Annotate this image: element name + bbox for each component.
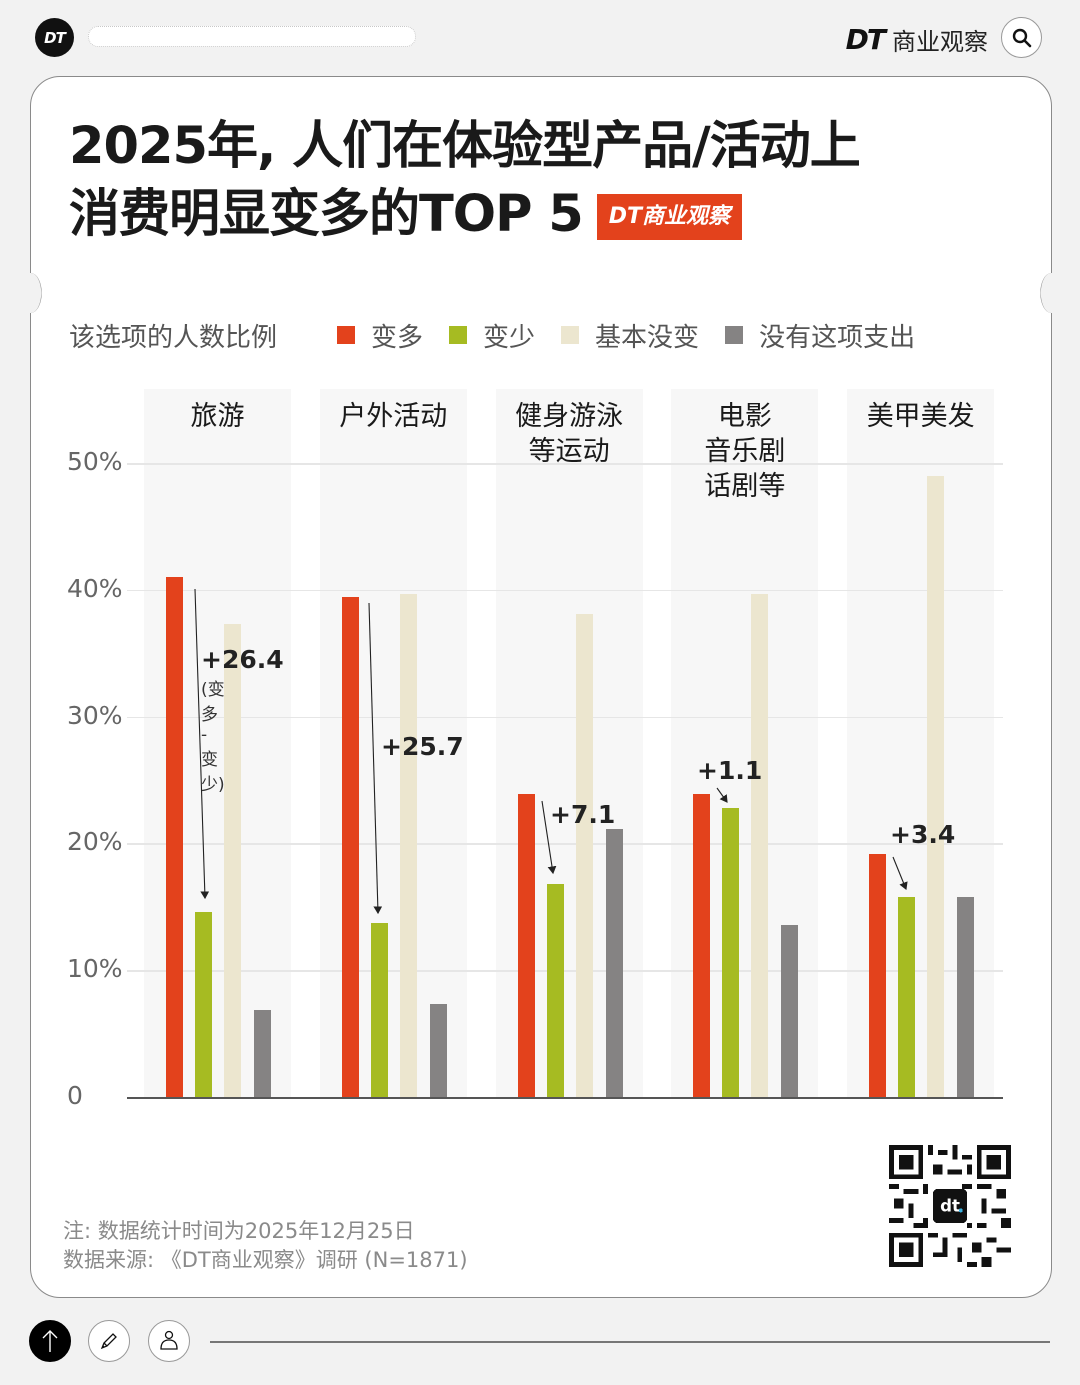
bar-less <box>195 911 212 1097</box>
category-label-line: 美甲美发 <box>866 401 975 432</box>
category-label-line: 户外活动 <box>339 401 448 432</box>
category-label-line: 健身游泳 <box>515 401 624 432</box>
gridline <box>127 716 1003 719</box>
pencil-icon <box>100 1333 117 1350</box>
bar-less <box>898 896 916 1097</box>
toolbar-divider <box>210 1341 1050 1343</box>
bottom-toolbar <box>0 1310 1080 1385</box>
category-label-line: 电影 <box>717 401 772 432</box>
bar-more <box>166 577 183 1097</box>
title-line-2-text: 消费明显变多的TOP 5 <box>69 185 584 244</box>
back-to-top-button[interactable] <box>29 1320 71 1362</box>
bar-more <box>517 793 535 1097</box>
x-axis-line <box>127 1097 1003 1099</box>
note-text: 注: 数据统计时间为2025年12月25日 <box>63 1219 415 1243</box>
profile-button[interactable] <box>148 1320 190 1362</box>
y-axis-tick: 40% <box>67 573 123 603</box>
card-notch-left <box>28 273 42 313</box>
legend-title: 该选项的人数比例 <box>69 322 278 353</box>
chart-card: 2025年, 人们在体验型产品/活动上 消费明显变多的TOP 5 DT商业观察 该… <box>28 76 1054 1298</box>
gridline <box>127 463 1003 465</box>
footnote: 注: 数据统计时间为2025年12月25日 数据来源: 《DT商业观察》调研 (… <box>63 1217 468 1275</box>
bar-none <box>254 1009 271 1097</box>
gridline <box>127 843 1003 845</box>
title-line-2: 消费明显变多的TOP 5 DT商业观察 <box>69 181 860 249</box>
bar-same <box>224 624 241 1097</box>
brand-name: 商业观察 <box>892 27 988 56</box>
top-bar: DT DT 商业观察 <box>0 0 1080 76</box>
qr-code-icon[interactable]: dt <box>889 1145 1011 1267</box>
category-label: 旅游 <box>130 399 305 434</box>
legend-label: 没有这项支出 <box>759 322 916 353</box>
dt-logo[interactable]: DT <box>35 18 74 57</box>
delta-annotation: +26.4 <box>201 645 284 674</box>
bar-none <box>957 896 975 1097</box>
edit-button[interactable] <box>88 1320 130 1362</box>
brand-dt: DT <box>845 22 886 56</box>
delta-annotation-subtitle: (变多 - 变少) <box>201 680 225 795</box>
bar-none <box>605 829 623 1097</box>
bar-less <box>722 807 740 1097</box>
bar-same <box>751 593 769 1097</box>
legend-item-same: 基本没变 <box>561 317 699 354</box>
svg-text:dt: dt <box>940 1196 960 1215</box>
bar-less <box>370 923 388 1097</box>
gridline <box>127 970 1003 972</box>
brand-wordmark: DT 商业观察 <box>846 22 988 56</box>
category-label-line: 音乐剧 <box>704 436 786 467</box>
brand-badge: DT商业观察 <box>596 194 743 240</box>
y-axis-tick: 20% <box>67 827 123 857</box>
bar-more <box>693 793 711 1097</box>
category-label: 户外活动 <box>306 399 481 434</box>
delta-annotation: +1.1 <box>697 756 763 785</box>
delta-annotation: +25.7 <box>381 732 464 761</box>
bar-more <box>869 853 887 1097</box>
legend-item-none: 没有这项支出 <box>725 317 915 354</box>
y-axis-tick: 50% <box>67 447 123 476</box>
y-axis-tick: 30% <box>67 700 123 730</box>
gridline <box>127 589 1003 592</box>
legend-swatch-none <box>725 326 744 344</box>
bar-same <box>399 593 417 1097</box>
delta-annotation: +3.4 <box>890 820 956 849</box>
y-axis-tick: 0 <box>67 1081 83 1110</box>
legend-item-more: 变多 <box>337 317 423 354</box>
category-label: 健身游泳 等运动 <box>482 399 657 469</box>
card-notch-right <box>1040 273 1054 313</box>
bar-none <box>781 924 799 1097</box>
category-label-line: 旅游 <box>190 401 245 432</box>
legend-item-less: 变少 <box>449 317 535 354</box>
annotation-arrows <box>194 588 908 915</box>
category-label-line: 等运动 <box>528 436 610 467</box>
search-icon <box>1012 28 1031 47</box>
legend-swatch-same <box>561 326 580 344</box>
category-label: 电影 音乐剧 话剧等 <box>657 399 832 504</box>
legend-label: 基本没变 <box>595 322 700 353</box>
bar-more <box>341 597 359 1097</box>
arrow-up-icon <box>42 1330 58 1352</box>
legend-swatch-less <box>449 326 468 344</box>
bar-less <box>546 883 564 1097</box>
bar-same <box>575 613 593 1097</box>
chart-legend: 该选项的人数比例 变多 变少 基本没变 没有这项支出 <box>69 315 1039 355</box>
legend-label: 变少 <box>483 322 536 353</box>
title-line-1: 2025年, 人们在体验型产品/活动上 <box>69 117 861 176</box>
search-button[interactable] <box>1001 17 1042 58</box>
user-icon <box>160 1330 178 1350</box>
bar-none <box>429 1004 447 1097</box>
y-axis-tick: 10% <box>67 954 123 984</box>
legend-label: 变多 <box>371 322 424 353</box>
source-text: 数据来源: 《DT商业观察》调研 (N=1871) <box>63 1248 468 1272</box>
chart-title: 2025年, 人们在体验型产品/活动上 消费明显变多的TOP 5 DT商业观察 <box>69 113 861 249</box>
category-label-line: 话剧等 <box>704 471 786 502</box>
legend-swatch-more <box>337 326 356 344</box>
search-input[interactable] <box>88 26 416 47</box>
bar-same <box>927 475 945 1097</box>
category-label: 美甲美发 <box>833 399 1008 434</box>
delta-annotation: +7.1 <box>550 800 616 829</box>
